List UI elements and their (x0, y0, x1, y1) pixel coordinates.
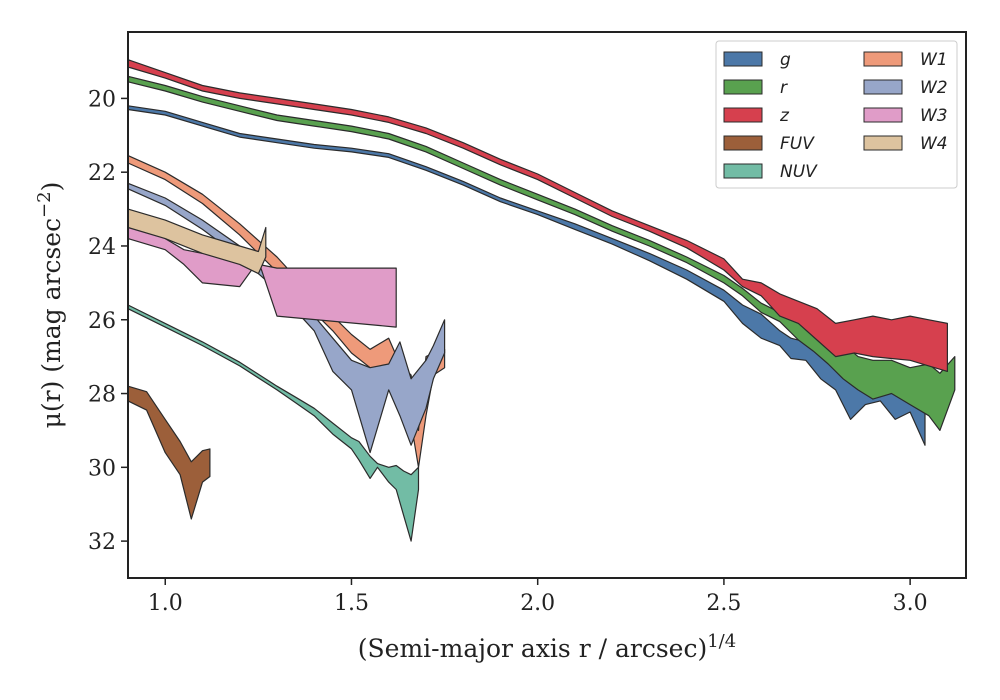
legend-swatch-g (723, 51, 763, 67)
legend-swatch-w3 (863, 107, 903, 123)
x-tick-label: 2.0 (520, 591, 555, 616)
legend-label-g: g (780, 50, 791, 70)
y-tick-label: 20 (88, 87, 116, 112)
y-axis-label: μ(r) (mag arcsec−2) (34, 182, 66, 429)
legend-label-w2: W2 (920, 78, 948, 98)
y-axis: 20 22 24 26 28 30 32 (88, 87, 128, 555)
x-axis-label: (Semi-major axis r / arcsec)1/4 (358, 631, 736, 663)
x-tick-label: 2.5 (706, 591, 741, 616)
band-r (127, 75, 956, 431)
legend-box (715, 40, 958, 189)
legend-swatch-w1 (863, 51, 903, 67)
band-w3 (127, 223, 397, 328)
legend-label-z: z (779, 106, 790, 126)
legend-label-w4: W4 (920, 134, 948, 154)
legend-swatch-r (723, 79, 763, 95)
band-w4 (127, 208, 267, 275)
legend-swatch-w2 (863, 79, 903, 95)
y-tick-label: 26 (88, 309, 116, 334)
y-tick-label: 32 (88, 530, 116, 555)
x-tick-label: 3.0 (893, 591, 928, 616)
legend-swatch-w4 (863, 135, 903, 151)
plot-frame (127, 31, 967, 579)
bands-layer (127, 59, 956, 542)
legend-label-w3: W3 (920, 106, 948, 126)
band-z (127, 59, 949, 372)
legend-swatch-fuv (723, 135, 763, 151)
y-tick-label: 30 (88, 456, 116, 481)
legend-swatch-nuv (723, 163, 763, 179)
x-tick-label: 1.5 (334, 591, 369, 616)
legend-label-fuv: FUV (780, 134, 815, 154)
y-tick-label: 28 (88, 383, 116, 408)
x-axis: 1.0 1.5 2.0 2.5 3.0 (148, 578, 928, 616)
legend-swatch-z (723, 107, 763, 123)
x-tick-label: 1.0 (148, 591, 183, 616)
legend-label-w1: W1 (920, 50, 948, 70)
legend-label-r: r (780, 78, 788, 98)
y-tick-label: 24 (88, 235, 116, 260)
legend: grz FUV NUV W1 W2 W3 W4 (715, 40, 958, 189)
y-tick-label: 22 (88, 161, 116, 186)
legend-label-nuv: NUV (780, 162, 818, 182)
band-fuv (127, 385, 211, 520)
